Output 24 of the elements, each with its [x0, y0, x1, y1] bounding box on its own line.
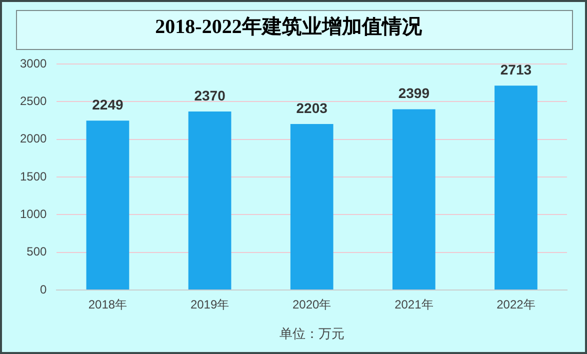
y-tick-label: 3000 [20, 56, 48, 70]
data-label: 2370 [194, 87, 226, 104]
chart-title: 2018-2022年建筑业增加值情况 [155, 16, 423, 38]
bar [494, 86, 538, 290]
x-tick-label: 2019年 [190, 298, 230, 312]
bar [188, 111, 232, 290]
y-tick-label: 1000 [20, 206, 48, 221]
y-tick-label: 0 [40, 282, 48, 296]
bar [392, 109, 436, 290]
y-tick-label: 500 [26, 244, 48, 259]
bar [86, 120, 130, 290]
data-label: 2249 [92, 96, 124, 112]
data-label: 2713 [500, 61, 532, 78]
y-tick-label: 1500 [20, 169, 48, 184]
x-tick-label: 2020年 [292, 298, 332, 312]
x-axis-title: 单位：万元 [279, 326, 344, 341]
y-tick-label: 2500 [20, 94, 48, 108]
data-label: 2203 [296, 100, 328, 116]
y-tick-label: 2000 [20, 132, 48, 146]
x-tick-label: 2021年 [394, 298, 434, 312]
x-tick-label: 2018年 [88, 298, 128, 312]
data-label: 2399 [398, 85, 430, 102]
x-tick-label: 2022年 [496, 298, 536, 312]
bar [290, 124, 334, 290]
